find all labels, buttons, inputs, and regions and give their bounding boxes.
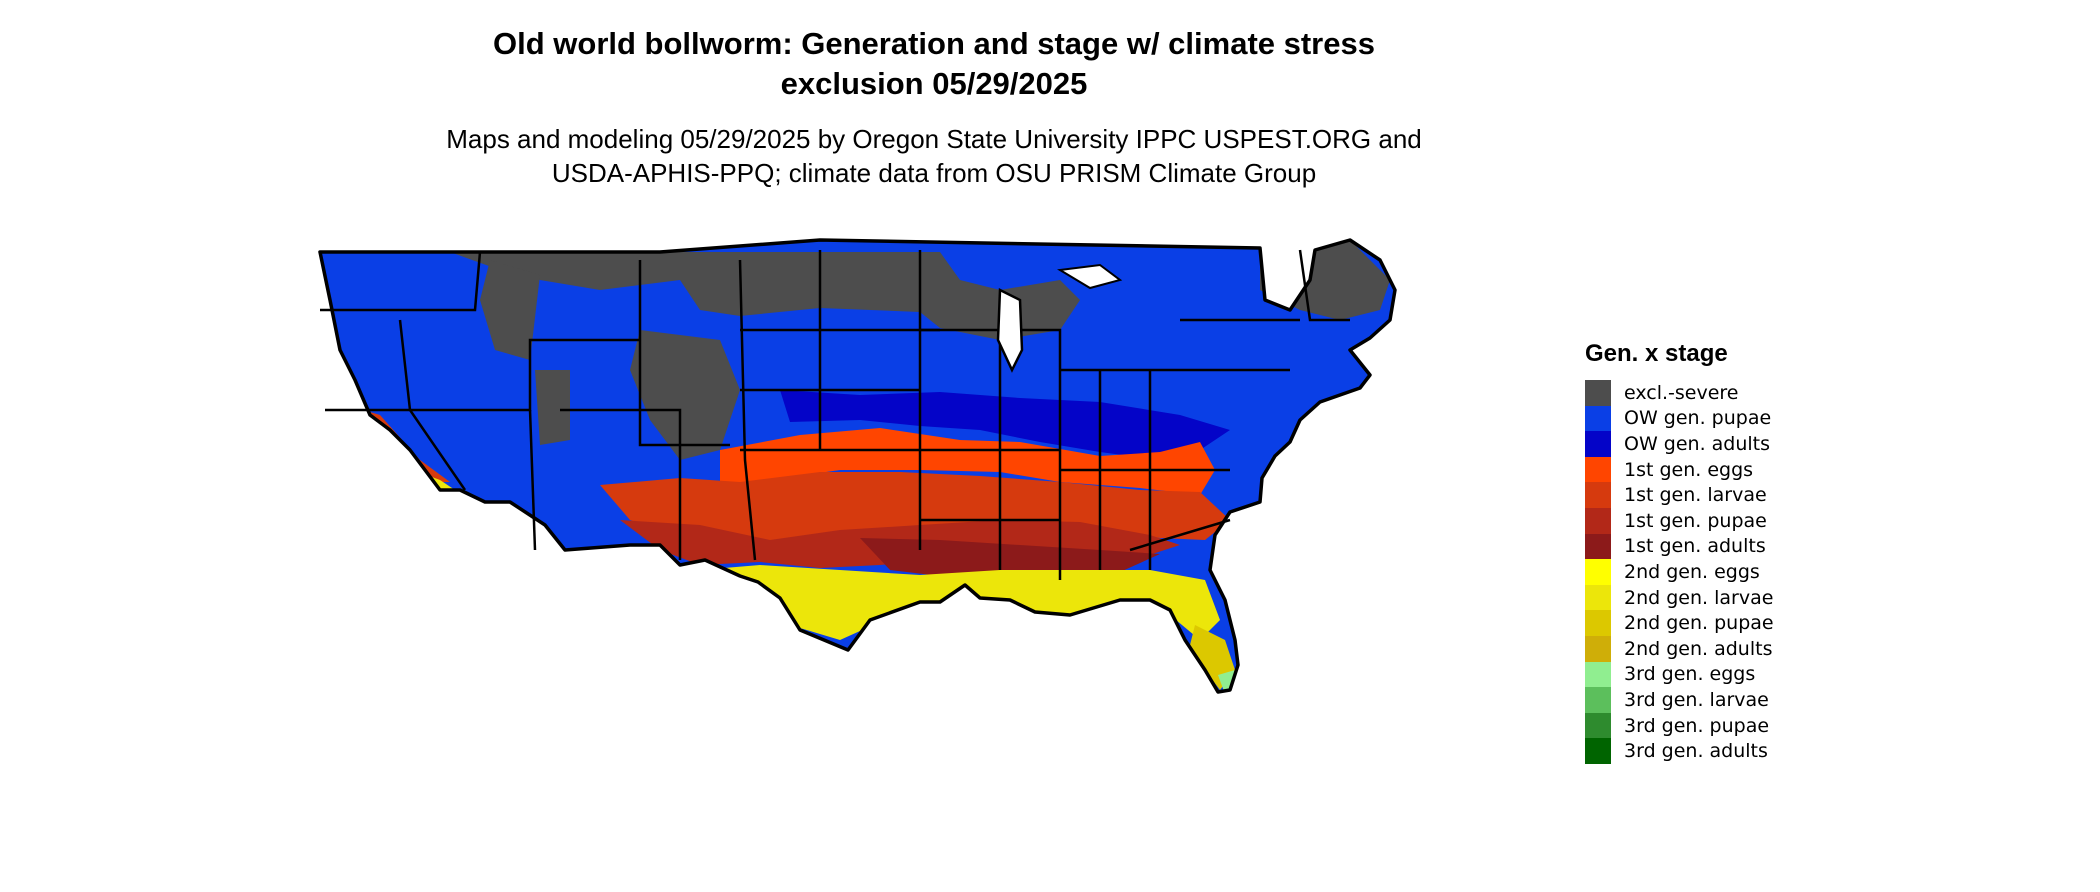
legend-label: 1st gen. adults (1624, 535, 1766, 558)
ga-sc-border (1129, 518, 1231, 552)
legend-item: 1st gen. eggs (1585, 456, 1774, 483)
lake-michigan (996, 288, 1024, 373)
ia-il-border (920, 328, 1062, 580)
legend-swatch (1585, 661, 1611, 688)
legend-item: 3rd gen. eggs (1585, 661, 1774, 688)
legend-label: excl.-severe (1624, 381, 1739, 404)
legend-swatch (1585, 610, 1611, 636)
region-excl-rockies-n (480, 260, 540, 360)
region-1st-eggs (720, 428, 1215, 495)
co-nm-border (560, 408, 682, 560)
legend-label: 2nd gen. adults (1624, 637, 1773, 660)
legend-swatch (1585, 380, 1611, 406)
map-subtitle-line-1: Maps and modeling 05/29/2025 by Oregon S… (446, 124, 1422, 154)
map-fill-regions (320, 240, 1395, 692)
legend-item: 3rd gen. adults (1585, 738, 1774, 764)
legend-label: OW gen. adults (1624, 432, 1771, 455)
map-title-line-2: exclusion 05/29/2025 (780, 66, 1088, 101)
legend-item: 2nd gen. eggs (1585, 559, 1774, 585)
region-1st-larvae (600, 472, 1230, 550)
legend-item: 1st gen. larvae (1585, 482, 1774, 508)
legend-label: 2nd gen. larvae (1624, 586, 1774, 609)
legend-swatch (1585, 431, 1611, 457)
legend-item: OW gen. pupae (1585, 405, 1774, 432)
legend-swatch (1585, 687, 1611, 713)
wa-or-border (320, 251, 482, 312)
legend-item: 3rd gen. pupae (1585, 712, 1774, 739)
legend-item: 2nd gen. adults (1585, 635, 1774, 662)
legend-swatch (1585, 507, 1611, 534)
region-excl-utah (535, 370, 570, 445)
legend-item: 2nd gen. larvae (1585, 584, 1774, 611)
legend-item: 1st gen. pupae (1585, 507, 1774, 534)
ca-nv-border (408, 409, 467, 491)
legend-swatch (1585, 405, 1611, 432)
new-england-borders (1298, 249, 1350, 322)
legend-label: 2nd gen. pupae (1624, 612, 1774, 635)
map-subtitle: Maps and modeling 05/29/2025 by Oregon S… (0, 122, 1868, 190)
wy-co-border (638, 260, 730, 447)
legend: Gen. x stage excl.-severe OW gen. pupae OW… (1585, 340, 1774, 764)
legend-item: 2nd gen. pupae (1585, 610, 1774, 636)
legend-swatch (1585, 482, 1611, 508)
legend-swatch (1585, 635, 1611, 662)
legend-label: 1st gen. pupae (1624, 509, 1767, 532)
legend-swatch (1585, 738, 1611, 764)
lake-superior-edge (1057, 263, 1123, 290)
legend-label: 2nd gen. eggs (1624, 560, 1760, 583)
legend-label: 1st gen. larvae (1624, 484, 1767, 507)
legend-items: excl.-severe OW gen. pupae OW gen. adults 1… (1585, 380, 1774, 764)
legend-item: OW gen. adults (1585, 431, 1774, 457)
legend-swatch (1585, 456, 1611, 483)
nv-ut-border (410, 338, 640, 412)
legend-swatch (1585, 533, 1611, 560)
legend-swatch (1585, 712, 1611, 739)
legend-item: 1st gen. adults (1585, 533, 1774, 560)
legend-title: Gen. x stage (1585, 340, 1728, 367)
region-excl-rockies-s (630, 330, 740, 460)
map-subtitle-line-2: USDA-APHIS-PPQ; climate data from OSU PR… (551, 158, 1317, 188)
legend-label: 3rd gen. pupae (1624, 714, 1770, 737)
legend-label: 3rd gen. adults (1624, 740, 1768, 763)
ut-az-border (528, 409, 537, 551)
region-ow-adults (780, 390, 1230, 460)
legend-label: OW gen. pupae (1624, 407, 1772, 430)
legend-label: 1st gen. eggs (1624, 458, 1754, 481)
legend-item: 3rd gen. larvae (1585, 687, 1774, 713)
region-excl-north (450, 252, 1080, 340)
legend-label: 3rd gen. larvae (1624, 688, 1769, 711)
region-2nd-larvae (700, 565, 1220, 640)
map-title: Old world bollworm: Generation and stage… (0, 24, 1868, 104)
us-map (300, 220, 1560, 892)
legend-label: 3rd gen. eggs (1624, 663, 1756, 686)
map-title-line-1: Old world bollworm: Generation and stage… (493, 26, 1375, 61)
region-1st-adults (860, 538, 1160, 576)
legend-swatch (1585, 559, 1611, 585)
state-boundaries (320, 249, 1350, 580)
us-map-svg (318, 238, 1397, 694)
legend-item: excl.-severe (1585, 380, 1774, 406)
legend-swatch (1585, 584, 1611, 611)
ne-ks-border (738, 259, 757, 561)
